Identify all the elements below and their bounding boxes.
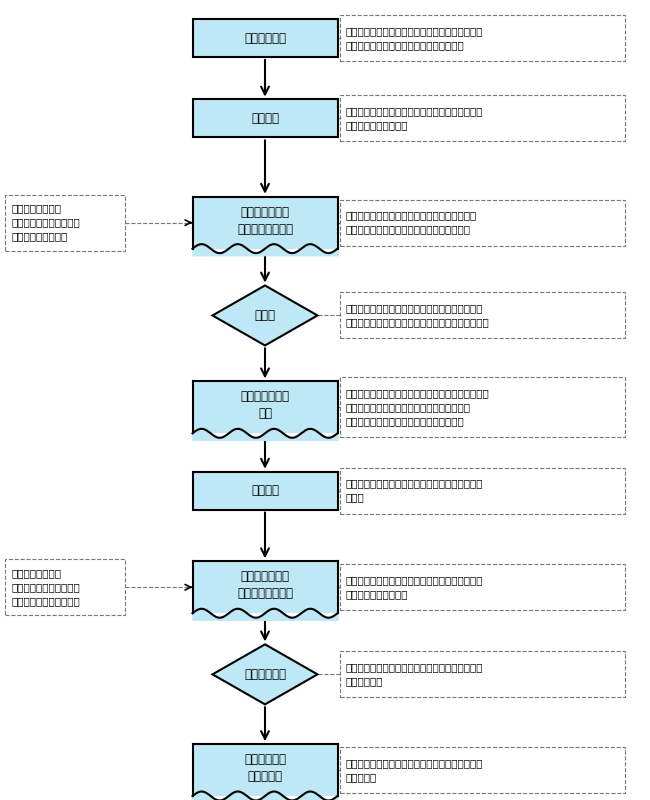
Bar xyxy=(192,197,337,249)
Text: 成果品の提出
最終ご報告: 成果品の提出 最終ご報告 xyxy=(244,753,286,783)
Polygon shape xyxy=(213,644,317,704)
Bar xyxy=(192,562,337,614)
Text: 弊社専門スタッフがおうかがいし、詳細について
お打合せいたします。: 弊社専門スタッフがおうかがいし、詳細について お打合せいたします。 xyxy=(346,106,484,130)
Text: 業務の企画書・
御見積書のご提示: 業務の企画書・ 御見積書のご提示 xyxy=(237,206,293,236)
Text: 成果品（報告書
など）案のご提示: 成果品（報告書 など）案のご提示 xyxy=(237,570,293,600)
Polygon shape xyxy=(213,286,317,346)
Text: 業務の進め方、内容、スケジュール、費用見積
などを企画書にまとめ、ご提示いたします。: 業務の進め方、内容、スケジュール、費用見積 などを企画書にまとめ、ご提示いたしま… xyxy=(346,210,477,234)
Bar xyxy=(340,747,625,793)
Bar xyxy=(340,293,625,338)
Text: ご要望に応じて、
企画書、計画書を再検討
・修正いたします。: ご要望に応じて、 企画書、計画書を再検討 ・修正いたします。 xyxy=(11,204,80,242)
Text: お打合せ: お打合せ xyxy=(251,112,279,125)
Bar xyxy=(340,468,625,514)
Text: 政策的な課題、現状の把握、分析したいことなど
お困りのことをお気軽にご相談ください。: 政策的な課題、現状の把握、分析したいことなど お困りのことをお気軽にご相談くださ… xyxy=(346,26,484,50)
Bar xyxy=(192,99,337,138)
Bar xyxy=(5,194,125,250)
Bar xyxy=(192,382,337,434)
Bar xyxy=(340,200,625,246)
Bar xyxy=(5,559,125,615)
Bar xyxy=(192,472,337,510)
Text: 業務の進ちょく状況、中間の成果をご報告いたし
ます。: 業務の進ちょく状況、中間の成果をご報告いたし ます。 xyxy=(346,478,484,502)
Text: ご検討: ご検討 xyxy=(255,309,276,322)
Bar xyxy=(340,15,625,61)
Text: ご要望に応じて、
追加の調査などを行い、
成果品に反映させます。: ご要望に応じて、 追加の調査などを行い、 成果品に反映させます。 xyxy=(11,568,80,606)
Bar xyxy=(340,95,625,142)
Bar xyxy=(340,651,625,698)
Text: 業務のご相談: 業務のご相談 xyxy=(244,31,286,45)
Text: 成果品を提出し、業務の結果を詳しくご報告申し
上げます。: 成果品を提出し、業務の結果を詳しくご報告申し 上げます。 xyxy=(346,758,484,782)
Bar xyxy=(192,744,337,796)
Bar xyxy=(192,19,337,57)
Text: 業務の委託契約
締結: 業務の委託契約 締結 xyxy=(240,390,289,420)
Text: 業務の成果を報告書などに取りまとめ、成果品案
としてご提示します。: 業務の成果を報告書などに取りまとめ、成果品案 としてご提示します。 xyxy=(346,575,484,599)
Text: 中間報告: 中間報告 xyxy=(251,484,279,497)
Text: ご提示した企画書、御見積書をご検討いただき、
追加や変更のご要望をお聞きし、調整いたします。: ご提示した企画書、御見積書をご検討いただき、 追加や変更のご要望をお聞きし、調整… xyxy=(346,303,489,327)
Bar xyxy=(340,564,625,610)
Text: ご協議、調整: ご協議、調整 xyxy=(244,668,286,681)
Text: 提案書の内容、御見積をご承認いただきましたら、
業務の委託に関する契約を締結いたします。
その後、速やかに業務に着手いたします。: 提案書の内容、御見積をご承認いただきましたら、 業務の委託に関する契約を締結いた… xyxy=(346,388,489,426)
Text: 成果品案をご覧いただき、追加・修正などご協議
いたします。: 成果品案をご覧いただき、追加・修正などご協議 いたします。 xyxy=(346,662,484,686)
Bar xyxy=(340,378,625,438)
